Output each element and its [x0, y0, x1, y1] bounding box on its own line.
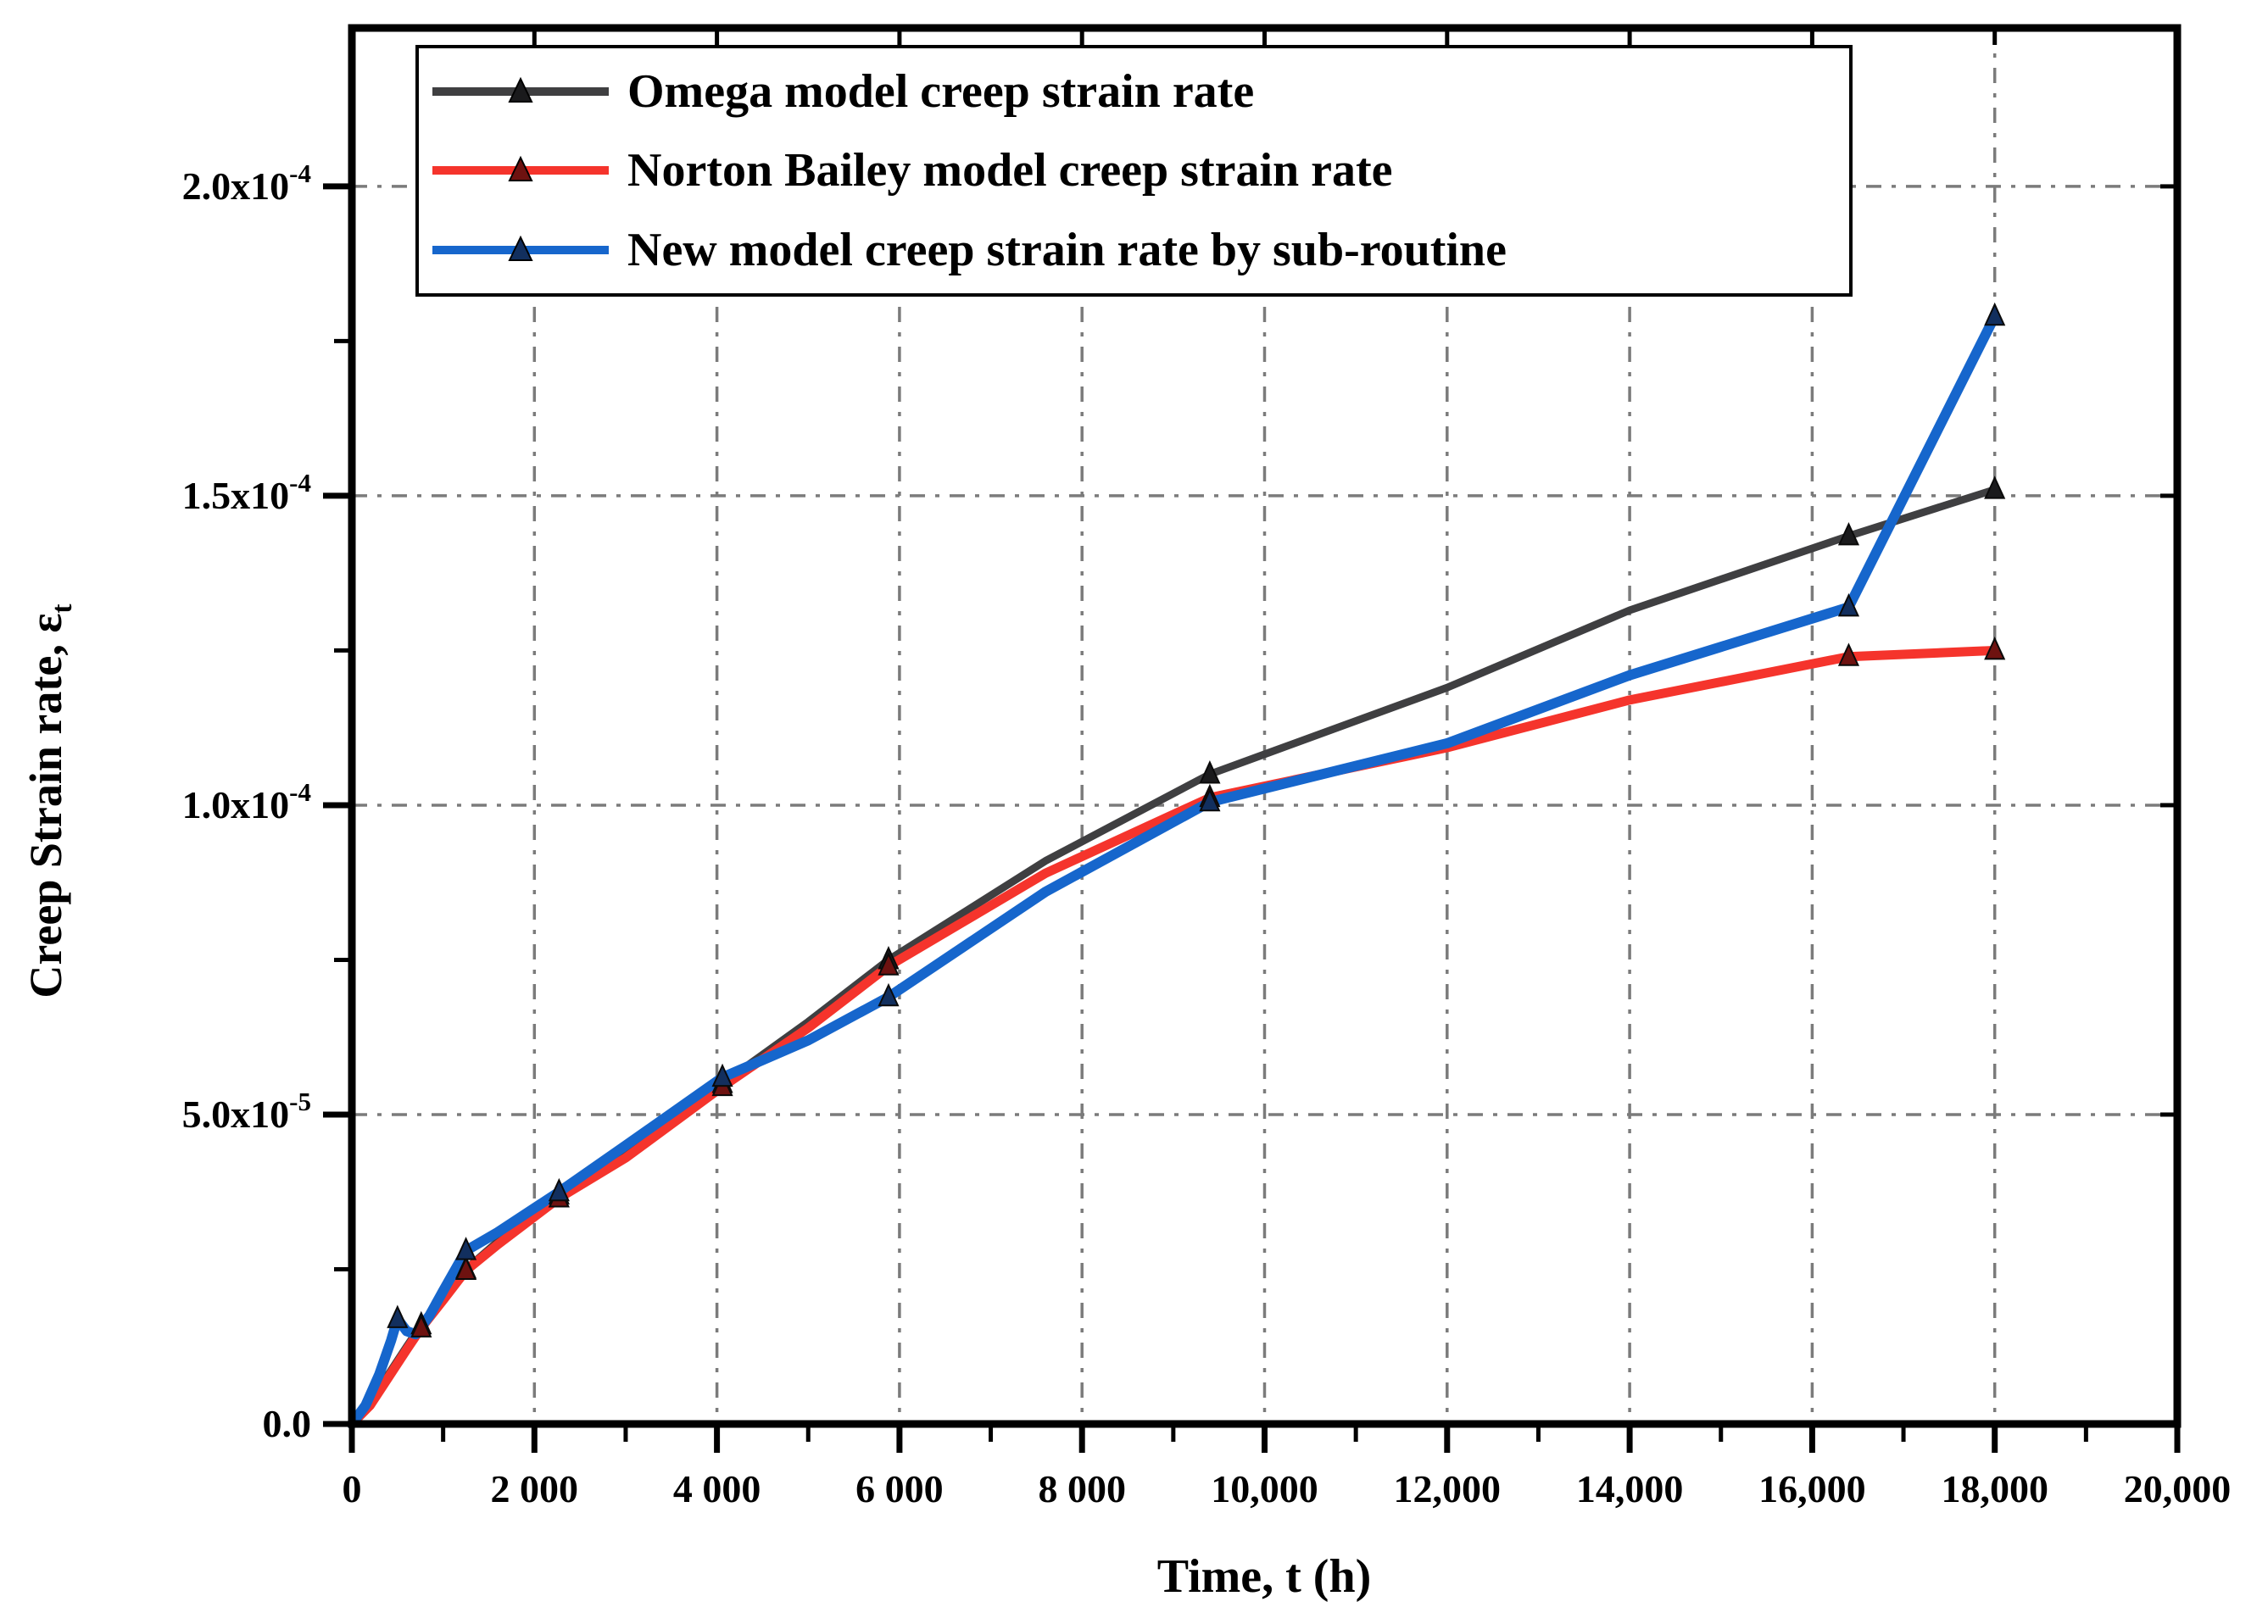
- legend-item-norton-bailey: Norton Bailey model creep strain rate: [429, 147, 1841, 194]
- series-marker-2: [878, 982, 900, 1007]
- legend-item-new-model: New model creep strain rate by sub-routi…: [429, 226, 1841, 274]
- series-marker-0: [1984, 476, 2006, 499]
- x-tick-label: 2 000: [491, 1467, 579, 1510]
- y-tick-label: 1.5x10-4: [182, 468, 311, 517]
- series-marker-0: [1837, 521, 1860, 546]
- series-marker-2: [711, 1063, 733, 1087]
- legend-label-omega: Omega model creep strain rate: [627, 64, 1255, 118]
- x-tick-label: 0: [343, 1467, 362, 1510]
- x-tick-label: 10,000: [1211, 1467, 1318, 1510]
- x-tick-label: 6 000: [855, 1467, 944, 1510]
- y-axis-title-subscript: t: [46, 603, 78, 614]
- legend-item-omega: Omega model creep strain rate: [429, 68, 1841, 115]
- x-tick-label: 12,000: [1394, 1467, 1502, 1510]
- y-tick-label: 2.0x10-4: [182, 159, 311, 208]
- series-marker-2: [1984, 302, 2006, 326]
- x-tick-label: 20,000: [2124, 1467, 2232, 1510]
- omega-line-swatch: [432, 76, 609, 103]
- series-line-2: [347, 311, 2000, 1429]
- new-model-line-swatch: [432, 235, 609, 262]
- legend-label-new-model: New model creep strain rate by sub-routi…: [627, 224, 1507, 277]
- y-tick-label: 0.0: [263, 1402, 312, 1445]
- x-tick-label: 18,000: [1941, 1467, 2048, 1510]
- y-axis-title-text: Creep Strain rate, ε: [20, 613, 72, 998]
- series-marker-2: [1837, 592, 1860, 617]
- y-tick-label: 1.0x10-4: [182, 777, 311, 826]
- x-axis-title: Time, t (h): [1156, 1550, 1372, 1603]
- norton-bailey-line-swatch: [432, 156, 609, 182]
- series-marker-2: [387, 1304, 409, 1328]
- y-axis-title: Creep Strain rate, εt: [20, 603, 79, 998]
- series-line-1: [347, 645, 2000, 1429]
- series-marker-1: [878, 952, 900, 976]
- series-marker-2: [1199, 787, 1221, 812]
- series-marker-1: [1837, 642, 1860, 666]
- series-marker-1: [1984, 637, 2006, 660]
- series-marker-2: [548, 1177, 570, 1202]
- chart-legend: Omega model creep strain rate Norton Bai…: [415, 45, 1853, 297]
- series-marker-1: [455, 1256, 477, 1280]
- series-marker-2: [455, 1237, 477, 1260]
- series-marker-1: [410, 1314, 432, 1338]
- x-tick-label: 14,000: [1576, 1467, 1684, 1510]
- series-marker-0: [1199, 760, 1221, 784]
- x-tick-label: 16,000: [1758, 1467, 1866, 1510]
- y-tick-label: 5.0x10-5: [182, 1087, 311, 1136]
- legend-label-norton-bailey: Norton Bailey model creep strain rate: [627, 144, 1393, 197]
- x-tick-label: 8 000: [1038, 1467, 1126, 1510]
- x-tick-label: 4 000: [673, 1467, 761, 1510]
- series-line-0: [348, 486, 1999, 1428]
- plot-frame: [348, 24, 2182, 1428]
